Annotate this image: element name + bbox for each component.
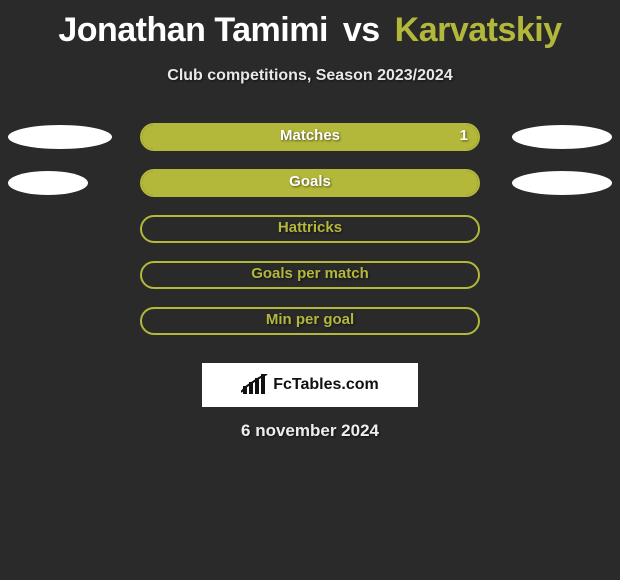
stat-bar: Hattricks xyxy=(140,215,480,243)
stat-bar: Goals per match xyxy=(140,261,480,289)
stat-bar: Matches1 xyxy=(140,123,480,151)
stat-label: Goals per match xyxy=(142,265,478,282)
stat-label: Matches xyxy=(142,127,478,144)
stat-bar: Min per goal xyxy=(140,307,480,335)
credit-box: FcTables.com xyxy=(202,363,418,407)
stat-value: 1 xyxy=(460,127,468,144)
stat-rows: Matches1 Goals Hattricks Goals per match Min… xyxy=(0,117,620,347)
stat-bar: Goals xyxy=(140,169,480,197)
date-text: 6 november 2024 xyxy=(0,421,620,441)
stat-row: Goals xyxy=(0,163,620,209)
right-ellipse xyxy=(512,125,612,149)
player2-name: Karvatskiy xyxy=(395,11,562,49)
vs-label: vs xyxy=(343,11,380,49)
stat-row: Min per goal xyxy=(0,301,620,347)
left-ellipse xyxy=(8,125,112,149)
left-ellipse xyxy=(8,171,88,195)
player1-name: Jonathan Tamimi xyxy=(58,11,328,49)
right-ellipse xyxy=(512,171,612,195)
stat-row: Matches1 xyxy=(0,117,620,163)
subtitle: Club competitions, Season 2023/2024 xyxy=(0,67,620,85)
stat-label: Min per goal xyxy=(142,311,478,328)
stat-label: Hattricks xyxy=(142,219,478,236)
credit-text: FcTables.com xyxy=(273,376,379,394)
stat-row: Goals per match xyxy=(0,255,620,301)
page-title: Jonathan Tamimi vs Karvatskiy xyxy=(0,0,620,49)
chart-icon xyxy=(241,374,269,396)
stat-row: Hattricks xyxy=(0,209,620,255)
stat-label: Goals xyxy=(142,173,478,190)
